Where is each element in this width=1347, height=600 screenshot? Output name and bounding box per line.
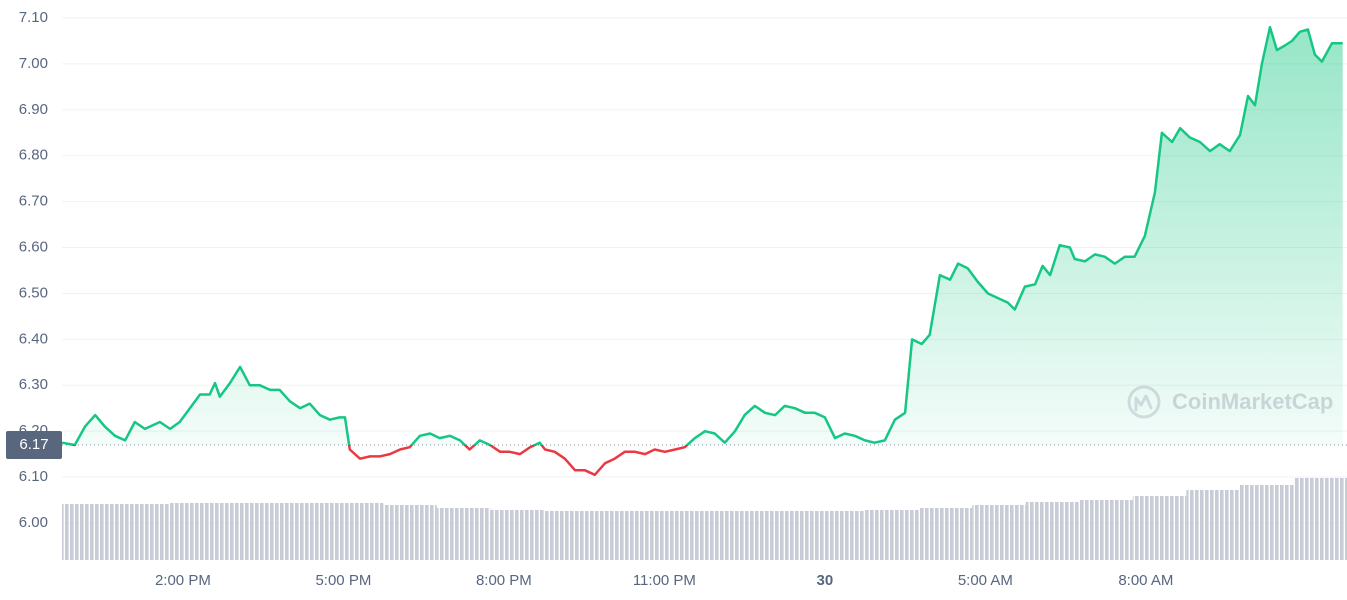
y-tick-label: 6.50 bbox=[19, 284, 48, 301]
y-tick-label: 7.00 bbox=[19, 55, 48, 72]
volume-bar bbox=[597, 511, 651, 560]
x-tick-label: 30 bbox=[817, 572, 834, 589]
baseline-label: 6.17 bbox=[19, 436, 48, 453]
volume-bar bbox=[436, 508, 491, 560]
watermark-text: CoinMarketCap bbox=[1172, 389, 1333, 414]
volume-bar bbox=[865, 510, 919, 560]
volume-bar bbox=[169, 503, 223, 560]
price-area bbox=[62, 27, 1343, 445]
volume-bar bbox=[1079, 500, 1133, 560]
volume-bar bbox=[543, 511, 598, 560]
baseline-badge bbox=[6, 430, 62, 459]
volume-bar bbox=[115, 504, 170, 560]
volume-bar bbox=[490, 510, 544, 560]
y-tick-label: 6.30 bbox=[19, 376, 48, 393]
y-tick-label: 6.90 bbox=[19, 101, 48, 118]
volume-bar bbox=[811, 511, 866, 560]
volume-bar bbox=[1132, 496, 1187, 560]
y-tick-label: 6.00 bbox=[19, 514, 48, 531]
x-tick-label: 5:00 PM bbox=[315, 572, 371, 589]
volume-bar bbox=[1186, 490, 1240, 560]
volume-bar bbox=[704, 511, 759, 560]
x-tick-label: 8:00 AM bbox=[1118, 572, 1173, 589]
x-tick-label: 8:00 PM bbox=[476, 572, 532, 589]
volume-bar bbox=[62, 504, 116, 560]
volume-bar bbox=[650, 511, 705, 560]
volume-bar bbox=[276, 503, 330, 560]
y-tick-label: 6.80 bbox=[19, 147, 48, 164]
y-tick-label: 6.10 bbox=[19, 468, 48, 485]
y-tick-label: 6.70 bbox=[19, 193, 48, 210]
watermark: CoinMarketCap bbox=[1127, 385, 1333, 419]
y-tick-label: 6.40 bbox=[19, 330, 48, 347]
volume-bar bbox=[329, 503, 384, 560]
y-tick-label: 7.10 bbox=[19, 9, 48, 26]
volume-bar bbox=[972, 505, 1026, 560]
volume-bar bbox=[918, 508, 973, 560]
volume-bar bbox=[1293, 478, 1347, 560]
x-tick-label: 11:00 PM bbox=[633, 572, 696, 589]
volume-bar bbox=[222, 503, 277, 560]
y-tick-label: 6.60 bbox=[19, 239, 48, 256]
price-line-up bbox=[61, 25, 1343, 445]
x-tick-label: 2:00 PM bbox=[155, 572, 211, 589]
volume-bar bbox=[758, 511, 812, 560]
volume-bar bbox=[1025, 502, 1080, 560]
volume-bar bbox=[1239, 485, 1294, 560]
volume-bar bbox=[383, 505, 437, 560]
x-tick-label: 5:00 AM bbox=[958, 572, 1013, 589]
